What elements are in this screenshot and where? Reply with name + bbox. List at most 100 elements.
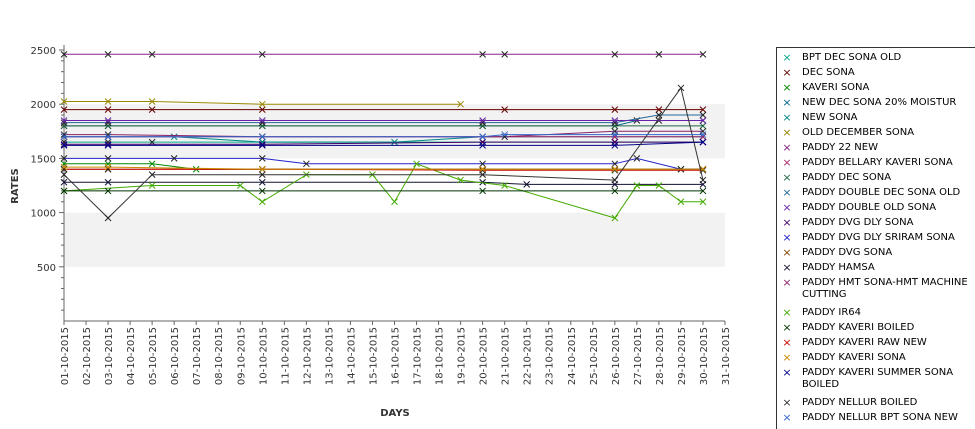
legend-marker-icon: ×: [782, 246, 792, 259]
x-tick-label: 03-10-2015: [104, 327, 115, 385]
legend-label: DEC SONA: [802, 67, 855, 78]
legend-label: PADDY KAVERI RAW NEW: [802, 337, 927, 348]
data-point: [457, 100, 464, 108]
data-point: [611, 142, 619, 149]
x-tick-label: 06-10-2015: [170, 327, 181, 385]
data-point: [60, 98, 68, 105]
legend-label: PADDY IR64: [802, 307, 861, 318]
x-tick-label: 29-10-2015: [677, 327, 688, 385]
data-point: [633, 155, 641, 162]
x-tick-label: 09-10-2015: [236, 327, 247, 385]
data-point: [655, 106, 663, 113]
legend-marker-icon: ×: [782, 306, 792, 319]
legend-marker-icon: ×: [782, 156, 792, 169]
legend-marker-icon: ×: [782, 51, 792, 64]
data-point: [104, 178, 112, 186]
series-line: [64, 181, 703, 185]
data-point: [60, 178, 68, 186]
legend-label: PADDY BELLARY KAVERI SONA: [802, 157, 953, 168]
x-tick-label: 12-10-2015: [302, 327, 313, 385]
x-tick-label: 16-10-2015: [391, 327, 402, 385]
x-tick-label: 14-10-2015: [346, 327, 357, 385]
data-point: [699, 106, 707, 113]
data-point: [479, 171, 486, 179]
data-point: [258, 178, 266, 186]
x-tick-label: 17-10-2015: [413, 327, 424, 385]
data-point: [170, 155, 178, 162]
x-tick-label: 08-10-2015: [214, 327, 225, 385]
series-6: [60, 50, 707, 58]
grid-band: [64, 212, 725, 267]
data-point: [60, 133, 68, 141]
data-point: [699, 131, 707, 138]
y-tick-label: 1000: [31, 209, 56, 220]
chart-legend: × BPT DEC SONA OLD × DEC SONA × KAVERI SONA × N…: [776, 47, 975, 429]
legend-label: NEW SONA: [802, 112, 858, 123]
data-point: [148, 171, 156, 179]
series-10: [60, 117, 707, 124]
data-point: [104, 155, 112, 162]
legend-label: PADDY NELLUR BPT SONA NEW: [802, 412, 958, 423]
data-point: [479, 50, 486, 58]
legend-label: PADDY NELLUR BOILED: [802, 397, 918, 408]
data-point: [611, 117, 619, 124]
data-point: [611, 122, 619, 130]
x-tick-label: 26-10-2015: [611, 327, 622, 385]
data-point: [104, 117, 112, 124]
data-point: [655, 50, 663, 58]
data-point: [258, 171, 266, 179]
y-tick-label: 2000: [31, 100, 56, 111]
y-tick-label: 500: [37, 263, 56, 274]
data-point: [104, 187, 112, 195]
y-axis-title: RATES: [10, 168, 21, 204]
data-point: [699, 176, 707, 184]
data-point: [611, 165, 619, 173]
x-tick-label: 11-10-2015: [280, 327, 291, 385]
legend-marker-icon: ×: [782, 171, 792, 184]
data-point: [258, 122, 266, 130]
data-point: [258, 198, 266, 206]
legend-label: PADDY KAVERI BOILED: [802, 322, 915, 333]
data-point: [699, 138, 707, 146]
data-point: [60, 163, 68, 171]
data-point: [699, 187, 707, 195]
legend-marker-icon: ×: [782, 366, 792, 379]
data-point: [611, 187, 619, 195]
series-20: [60, 138, 707, 149]
data-point: [258, 106, 266, 113]
legend-marker-icon: ×: [782, 96, 792, 109]
legend-label: PADDY KAVERI SUMMER SONA BOILED: [802, 367, 954, 390]
data-point: [104, 98, 112, 105]
legend-label: PADDY 22 NEW: [802, 142, 878, 153]
data-point: [148, 98, 156, 105]
data-point: [104, 133, 112, 141]
data-point: [391, 138, 398, 146]
data-point: [258, 155, 266, 162]
data-point: [236, 182, 244, 189]
legend-marker-icon: ×: [782, 81, 792, 94]
x-tick-label: 15-10-2015: [368, 327, 379, 385]
x-tick-label: 21-10-2015: [501, 327, 512, 385]
data-point: [60, 117, 68, 124]
data-point: [303, 160, 310, 168]
data-point: [258, 100, 266, 108]
data-point: [60, 106, 68, 113]
data-point: [391, 198, 398, 206]
data-point: [611, 160, 619, 168]
data-point: [655, 182, 663, 189]
data-point: [104, 140, 112, 148]
data-point: [413, 160, 420, 168]
data-point: [104, 106, 112, 113]
legend-marker-icon: ×: [782, 396, 792, 409]
legend-label: PADDY HMT SONA-HMT MACHINE CUTTING: [802, 277, 968, 300]
data-point: [258, 140, 266, 148]
data-point: [60, 142, 68, 149]
legend-label: PADDY KAVERI SONA: [802, 352, 906, 363]
data-point: [611, 50, 619, 58]
data-point: [479, 133, 486, 141]
data-point: [258, 165, 266, 173]
legend-label: NEW DEC SONA 20% MOISTUR: [802, 97, 957, 108]
data-point: [60, 122, 68, 130]
data-point: [699, 127, 707, 135]
data-point: [479, 165, 486, 173]
